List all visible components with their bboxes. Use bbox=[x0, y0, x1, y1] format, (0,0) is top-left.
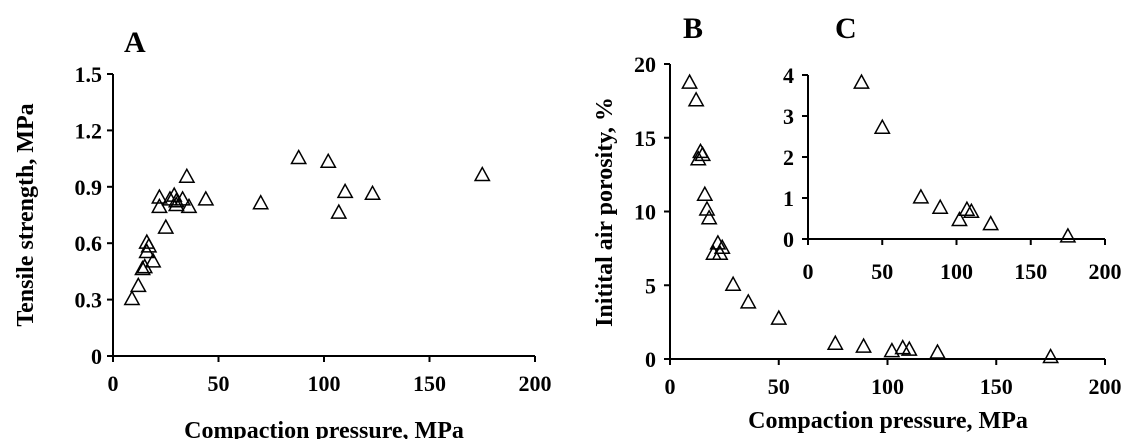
data-point-a bbox=[180, 197, 198, 214]
x-tick-label-c: 100 bbox=[940, 259, 973, 284]
data-point-b bbox=[855, 337, 872, 353]
x-tick-label-c: 150 bbox=[1014, 259, 1047, 284]
y-tick-label-b: 20 bbox=[634, 52, 656, 77]
chart-c-inset: C 0 1 2 3 4 0 50 100 150 200 bbox=[783, 12, 1122, 284]
x-tick-label-b: 0 bbox=[665, 374, 676, 399]
y-tick-label-a: 0.6 bbox=[75, 231, 103, 256]
y-tick-label-c: 3 bbox=[783, 104, 794, 129]
x-tick-label-a: 50 bbox=[208, 371, 230, 396]
data-point-a bbox=[174, 190, 192, 206]
y-tick-label-a: 0 bbox=[91, 344, 102, 369]
x-tick-label-a: 100 bbox=[308, 371, 341, 396]
y-tick-label-c: 4 bbox=[783, 63, 794, 88]
y-tick-label-a: 0.3 bbox=[75, 288, 103, 313]
data-point-c bbox=[853, 73, 870, 89]
y-tick-label-b: 15 bbox=[634, 126, 656, 151]
panel-letter-b: B bbox=[683, 12, 703, 45]
chart-b: B Initital air porosity, % Compaction pr… bbox=[592, 12, 1122, 434]
y-tick-label-c: 0 bbox=[783, 227, 794, 252]
data-point-a bbox=[144, 252, 162, 268]
x-tick-label-a: 0 bbox=[108, 371, 119, 396]
data-point-c bbox=[962, 202, 980, 219]
x-tick-label-a: 200 bbox=[519, 371, 552, 396]
data-point-b bbox=[698, 200, 716, 216]
chart-a: A Tensile strength, MPa Compaction press… bbox=[13, 26, 552, 439]
data-point-a bbox=[290, 148, 308, 165]
data-point-b bbox=[770, 309, 788, 325]
x-axis-title-a: Compaction pressure, MPa bbox=[184, 418, 464, 439]
data-point-a bbox=[167, 195, 185, 212]
data-point-a bbox=[319, 152, 337, 169]
data-point-b bbox=[724, 275, 742, 291]
y-tick-label-b: 10 bbox=[634, 200, 656, 225]
y-axis-title-b: Initital air porosity, % bbox=[592, 97, 618, 327]
data-point-b bbox=[929, 343, 946, 359]
data-point-a bbox=[178, 167, 196, 184]
data-point-c bbox=[958, 200, 976, 216]
data-point-a bbox=[151, 197, 168, 214]
data-point-a bbox=[136, 258, 154, 274]
panel-letter-c: C bbox=[835, 12, 857, 45]
data-point-a bbox=[330, 203, 348, 219]
y-tick-label-c: 2 bbox=[783, 145, 794, 170]
x-tick-label-b: 200 bbox=[1089, 374, 1122, 399]
panel-letter-a: A bbox=[124, 26, 146, 59]
data-point-a bbox=[157, 218, 175, 234]
data-point-b bbox=[689, 150, 707, 166]
y-tick-label-c: 1 bbox=[783, 186, 794, 211]
data-point-b bbox=[696, 185, 714, 201]
data-point-c bbox=[912, 188, 930, 204]
data-point-c bbox=[951, 210, 968, 227]
data-point-b bbox=[883, 342, 901, 358]
data-point-a bbox=[197, 190, 215, 206]
data-point-b bbox=[713, 238, 731, 255]
data-point-c bbox=[873, 118, 891, 134]
data-point-a bbox=[123, 289, 141, 306]
data-point-b bbox=[900, 340, 918, 356]
x-axis-title-b: Compaction pressure, MPa bbox=[748, 408, 1028, 434]
data-point-b bbox=[826, 334, 844, 350]
data-point-b bbox=[687, 91, 705, 107]
y-tick-label-a: 0.9 bbox=[75, 175, 103, 200]
data-point-a bbox=[138, 242, 156, 259]
x-tick-label-a: 150 bbox=[413, 371, 446, 396]
data-point-a bbox=[364, 184, 381, 201]
y-tick-label-a: 1.5 bbox=[75, 62, 103, 87]
data-point-b bbox=[1042, 347, 1060, 364]
data-point-a bbox=[140, 237, 158, 253]
data-point-b bbox=[894, 339, 912, 355]
x-tick-label-b: 150 bbox=[980, 374, 1013, 399]
data-point-a bbox=[252, 194, 270, 210]
y-axis-title-a: Tensile strength, MPa bbox=[13, 103, 39, 326]
data-point-c bbox=[931, 198, 949, 214]
x-tick-label-c: 50 bbox=[871, 259, 893, 284]
data-point-a bbox=[473, 165, 491, 182]
data-point-a bbox=[129, 276, 147, 293]
data-point-a bbox=[336, 182, 354, 199]
x-tick-label-c: 200 bbox=[1089, 259, 1122, 284]
x-tick-label-b: 100 bbox=[871, 374, 904, 399]
x-tick-label-b: 50 bbox=[768, 374, 790, 399]
y-tick-label-a: 1.2 bbox=[75, 118, 103, 143]
data-point-a bbox=[134, 259, 151, 276]
data-point-b bbox=[700, 209, 718, 225]
x-tick-label-c: 0 bbox=[803, 259, 814, 284]
data-point-c bbox=[1059, 227, 1077, 243]
y-tick-label-b: 5 bbox=[645, 273, 656, 298]
data-point-b bbox=[739, 293, 757, 309]
data-point-c bbox=[982, 215, 1000, 231]
data-point-b bbox=[694, 145, 712, 162]
data-point-a bbox=[151, 188, 168, 204]
data-point-a bbox=[167, 192, 185, 208]
data-point-b bbox=[681, 73, 698, 89]
y-tick-label-b: 0 bbox=[645, 347, 656, 372]
